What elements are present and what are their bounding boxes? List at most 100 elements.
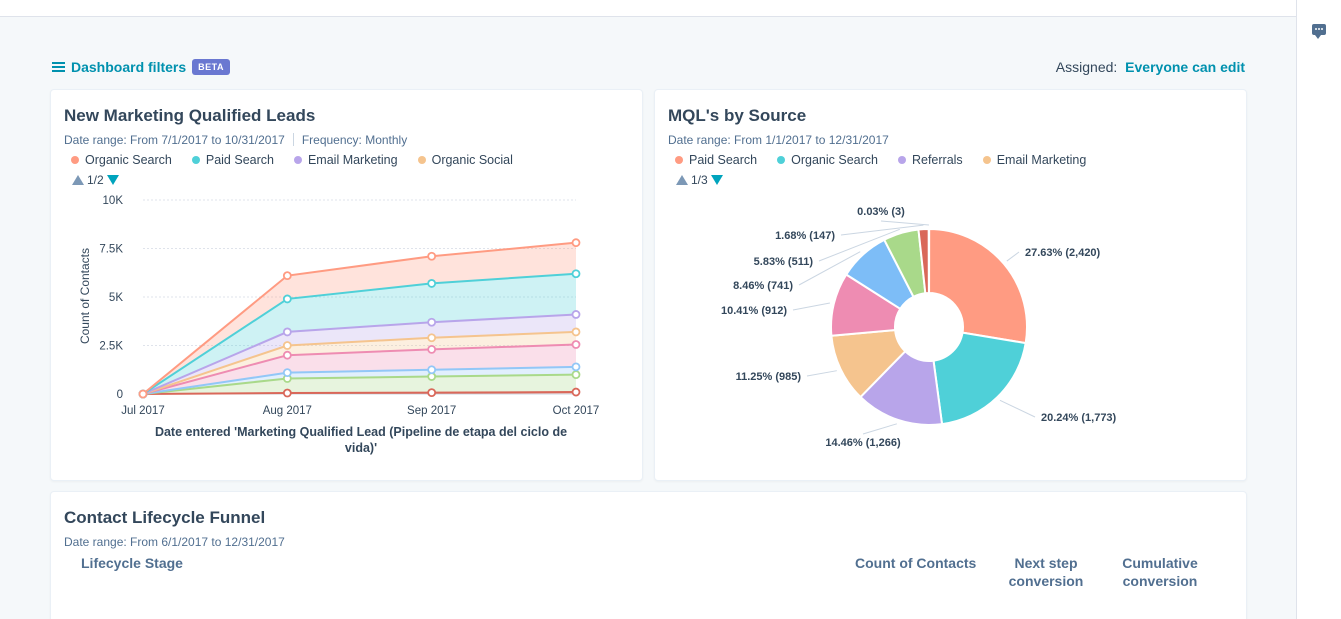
data-point[interactable]: [571, 370, 581, 380]
data-point[interactable]: [282, 350, 292, 360]
data-point[interactable]: [138, 389, 148, 399]
data-point[interactable]: [138, 389, 148, 399]
y-tick-label: 2.5K: [99, 341, 123, 353]
legend-prev-icon[interactable]: [676, 175, 688, 185]
data-point[interactable]: [138, 389, 148, 399]
column-header-lifecycle-stage[interactable]: Lifecycle Stage: [81, 555, 183, 571]
legend-label: Referrals: [911, 153, 963, 167]
data-point[interactable]: [138, 389, 148, 399]
y-tick-label: 0: [117, 389, 123, 401]
series-line: [142, 391, 577, 395]
x-tick-label: Jul 2017: [121, 405, 164, 417]
data-point[interactable]: [427, 333, 437, 343]
legend-label: Email Marketing: [996, 153, 1087, 167]
legend-item[interactable]: Email Marketing: [293, 153, 398, 167]
data-point[interactable]: [427, 388, 437, 398]
series-line: [142, 241, 577, 395]
legend-dot: [777, 156, 786, 164]
leader-line: [862, 423, 897, 435]
data-point[interactable]: [427, 365, 437, 375]
funnel-date-range: Date range: From 6/1/2017 to 12/31/2017: [64, 535, 285, 549]
data-point[interactable]: [138, 389, 148, 399]
data-point[interactable]: [282, 368, 292, 378]
column-header-count-of-contacts[interactable]: Count of Contacts: [855, 555, 977, 571]
x-axis-title: Date entered 'Marketing Qualified Lead (…: [154, 425, 568, 455]
mql-report-title: New Marketing Qualified Leads: [64, 106, 316, 125]
donut-slice[interactable]: [932, 331, 1027, 426]
legend-label: Organic Search: [85, 153, 172, 167]
leader-line: [818, 228, 900, 262]
legend-label: Organic Social: [431, 153, 513, 167]
data-point[interactable]: [571, 310, 581, 319]
legend-page: 1/2: [87, 173, 104, 187]
legend-item[interactable]: Referrals: [897, 153, 963, 167]
legend-item[interactable]: Organic Search: [777, 153, 878, 167]
legend-label: Email Marketing: [307, 153, 398, 167]
data-point[interactable]: [282, 294, 292, 304]
data-point[interactable]: [138, 389, 148, 399]
slice-label: 11.25% (985): [736, 371, 802, 383]
data-point[interactable]: [138, 389, 148, 399]
assigned-value-link[interactable]: Everyone can edit: [1125, 59, 1245, 75]
dashboard-filters-label[interactable]: Dashboard filters: [71, 59, 187, 75]
leader-line: [792, 302, 830, 311]
series-area: [143, 366, 576, 394]
mql-report-card: New Marketing Qualified Leads Date range…: [50, 89, 643, 481]
y-tick-label: 7.5K: [99, 244, 123, 256]
data-point[interactable]: [571, 269, 581, 279]
leader-line: [806, 370, 837, 377]
slice-label: 8.46% (741): [733, 280, 793, 292]
x-tick-label: Aug 2017: [263, 405, 312, 417]
data-point[interactable]: [427, 279, 437, 288]
mql-source-donut-chart: 27.63% (2,420) 20.24% (1,773) 14.46% (1,26…: [721, 206, 1117, 449]
source-legend: Paid Search Organic Search Referrals Ema…: [675, 153, 1086, 167]
funnel-report-card: Contact Lifecycle Funnel Date range: Fro…: [50, 491, 1247, 619]
data-point[interactable]: [138, 389, 148, 399]
legend-next-icon[interactable]: [710, 175, 723, 185]
slice-label: 0.03% (3): [857, 206, 905, 218]
mql-source-title: MQL's by Source: [668, 106, 807, 125]
donut-slice[interactable]: [928, 227, 1028, 345]
legend-item[interactable]: Paid Search: [191, 153, 274, 167]
data-point[interactable]: [571, 327, 581, 337]
leader-line: [999, 399, 1036, 418]
mql-source-card: MQL's by Source Date range: From 1/1/201…: [654, 89, 1247, 481]
chat-icon[interactable]: [1312, 24, 1326, 39]
y-axis-title: Count of Contacts: [78, 248, 92, 344]
mql-date-range: Date range: From 7/1/2017 to 10/31/2017: [64, 133, 285, 147]
y-tick-label: 10K: [103, 195, 124, 207]
data-point[interactable]: [571, 238, 581, 248]
legend-prev-icon[interactable]: [72, 175, 84, 185]
data-point[interactable]: [571, 387, 581, 397]
legend-item[interactable]: Organic Social: [417, 153, 513, 167]
dashboard-filters[interactable]: Dashboard filters BETA: [52, 56, 230, 78]
legend-dot: [417, 156, 426, 164]
column-header-cumulative-conversion[interactable]: Cumulative conversion: [1115, 554, 1205, 590]
header-line: conversion: [1122, 573, 1198, 589]
slice-label: 20.24% (1,773): [1041, 412, 1117, 424]
data-point[interactable]: [427, 344, 437, 354]
legend-dot: [897, 156, 906, 164]
legend-item[interactable]: Email Marketing: [982, 153, 1087, 167]
header-line: conversion: [1008, 573, 1084, 589]
data-point[interactable]: [571, 340, 581, 349]
data-point[interactable]: [571, 362, 581, 372]
leader-line: [1006, 251, 1020, 262]
data-point[interactable]: [427, 317, 437, 327]
data-point[interactable]: [282, 388, 292, 398]
column-header-next-step-conversion[interactable]: Next step conversion: [1003, 554, 1089, 590]
legend-item[interactable]: Organic Search: [71, 153, 172, 167]
data-point[interactable]: [282, 374, 292, 383]
legend-next-icon[interactable]: [106, 175, 119, 185]
data-point[interactable]: [282, 341, 292, 350]
legend-label: Paid Search: [205, 153, 274, 167]
data-point[interactable]: [427, 372, 437, 381]
data-point[interactable]: [282, 327, 292, 337]
legend-dot: [71, 156, 79, 164]
data-point[interactable]: [282, 271, 292, 281]
data-point[interactable]: [427, 251, 437, 261]
legend-dot: [293, 156, 302, 164]
legend-label: Paid Search: [689, 153, 758, 167]
legend-item[interactable]: Paid Search: [675, 153, 757, 167]
series-area: [143, 242, 576, 394]
